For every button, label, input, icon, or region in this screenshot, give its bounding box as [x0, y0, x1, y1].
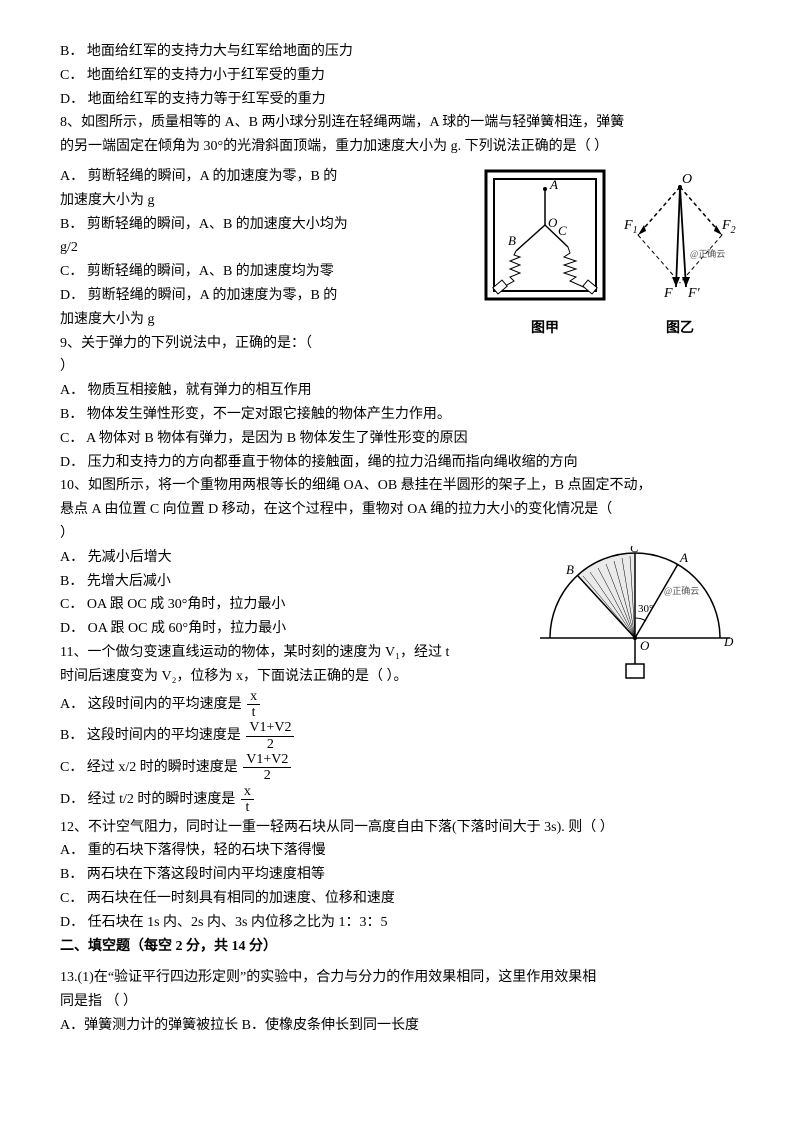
fraction-v1v2-over-2-b: V1+V2 2 [246, 720, 294, 752]
q12-opt-d: D． 任石块在 1s 内、2s 内、3s 内位移之比为 1：3：5 [60, 911, 740, 935]
q10-stem-3: ） [60, 522, 740, 546]
label-D10: D [723, 634, 734, 649]
q8pre-opt-c: C． 地面给红军的支持力小于红军受的重力 [60, 64, 740, 88]
angle-label: 30° [638, 603, 653, 615]
q8pre-opt-d: D． 地面给红军的支持力等于红军受的重力 [60, 88, 740, 112]
label-B: B [508, 233, 516, 248]
q9-opt-c: C． A 物体对 B 物体有弹力，是因为 B 物体发生了弹性形变的原因 [60, 427, 740, 451]
fraction-x-over-t: x t [247, 689, 260, 721]
q11-opt-c: C． 经过 x/2 时的瞬时速度是 V1+V2 2 [60, 752, 740, 784]
figure-10: 30° O C B A D @正确云 [530, 546, 740, 686]
q13-opts-ab: A．弹簧测力计的弹簧被拉长 B．使橡皮条伸长到同一长度 [60, 1014, 740, 1038]
q11-opt-d: D． 经过 t/2 时的瞬时速度是 x t [60, 784, 740, 816]
q10-stem-2: 悬点 A 由位置 C 向位置 D 移动，在这个过程中，重物对 OA 绳的拉力大小… [60, 498, 740, 522]
label-O2: O [682, 172, 692, 187]
figure-8-jia-label: 图甲 [480, 317, 610, 341]
q8-stem-1: 8、如图所示，质量相等的 A、B 两小球分别连在轻绳两端，A 球的一端与轻弹簧相… [60, 111, 740, 135]
figure-8-yi: O F1 F2 F F′ @正确 [620, 165, 740, 315]
label-C10: C [630, 546, 639, 555]
figure-8-yi-label: 图乙 [620, 317, 740, 341]
label-A: A [549, 177, 558, 192]
fraction-v1v2-over-2-c: V1+V2 2 [243, 752, 291, 784]
q12-opt-b: B． 两石块在下落这段时间内平均速度相等 [60, 863, 740, 887]
figure-8: A O B C [480, 165, 740, 341]
label-O10: O [640, 638, 650, 653]
q11-opt-a: A． 这段时间内的平均速度是 x t [60, 689, 740, 721]
q9-stem-2: ） [60, 355, 740, 379]
q13-stem-1: 13.(1)在“验证平行四边形定则”的实验中，合力与分力的作用效果相同，这里作用… [60, 966, 740, 990]
q11-opt-b: B． 这段时间内的平均速度是 V1+V2 2 [60, 720, 740, 752]
q9-opt-a: A． 物质互相接触，就有弹力的相互作用 [60, 379, 740, 403]
q8-stem-2: 的另一端固定在倾角为 30°的光滑斜面顶端，重力加速度大小为 g. 下列说法正确… [60, 135, 740, 159]
label-Fp: F′ [687, 286, 701, 301]
q8pre-opt-b: B． 地面给红军的支持力大与红军给地面的压力 [60, 40, 740, 64]
watermark-10: @正确云 [664, 585, 699, 596]
figure-8-jia: A O B C [480, 165, 610, 315]
label-C: C [558, 223, 567, 238]
label-F2: F2 [721, 218, 736, 236]
label-B10: B [566, 562, 574, 577]
q9-opt-b: B． 物体发生弹性形变，不一定对跟它接触的物体产生力作用。 [60, 403, 740, 427]
q12-opt-c: C． 两石块在任一时刻具有相同的加速度、位移和速度 [60, 887, 740, 911]
q10-stem-1: 10、如图所示，将一个重物用两根等长的细绳 OA、OB 悬挂在半圆形的架子上，B… [60, 474, 740, 498]
label-F1: F1 [623, 218, 638, 236]
section-2-title: 二、填空题（每空 2 分，共 14 分） [60, 935, 740, 959]
label-A10: A [679, 550, 688, 565]
q12-opt-a: A． 重的石块下落得快，轻的石块下落得慢 [60, 839, 740, 863]
q13-stem-2: 同是指 （ ） [60, 990, 740, 1014]
q9-opt-d: D． 压力和支持力的方向都垂直于物体的接触面，绳的拉力沿绳而指向绳收缩的方向 [60, 451, 740, 475]
watermark-icon: @正确云 [690, 248, 725, 259]
label-O: O [548, 215, 558, 230]
label-F: F [663, 286, 673, 301]
fraction-x-over-t-d: x t [241, 784, 254, 816]
q12-stem: 12、不计空气阻力，同时让一重一轻两石块从同一高度自由下落(下落时间大于 3s)… [60, 816, 740, 840]
